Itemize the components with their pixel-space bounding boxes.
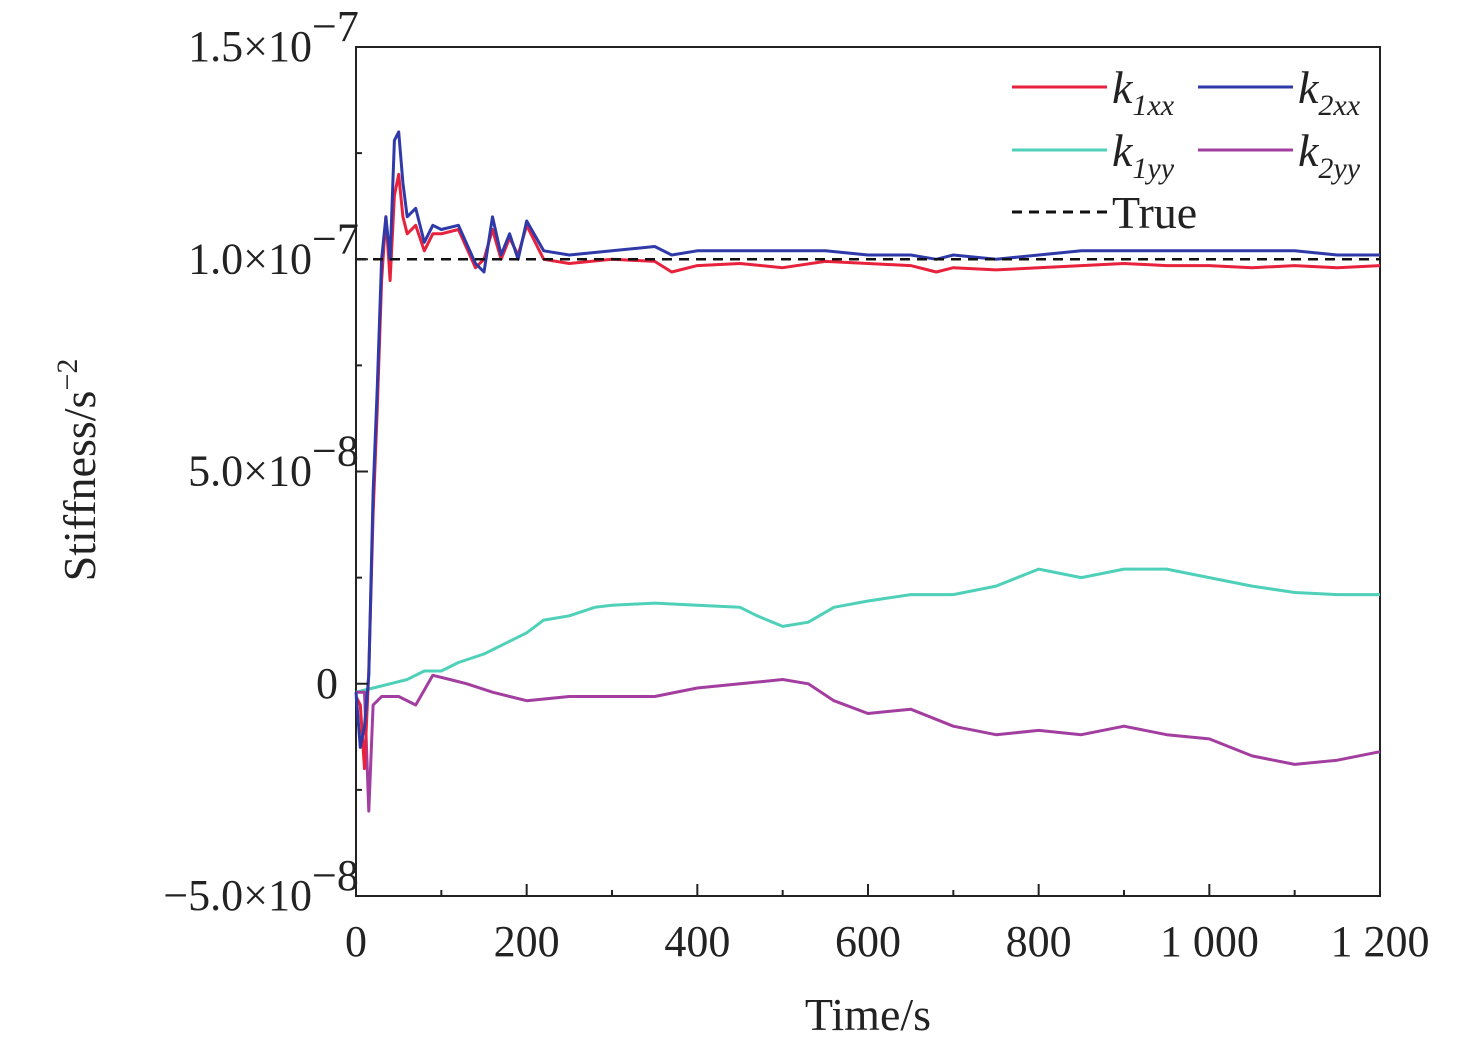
- series-line-k2yy: [356, 673, 1381, 813]
- x-axis-title: Time/s: [805, 989, 931, 1040]
- x-tick-label: 1 000: [1160, 917, 1259, 966]
- y-axis: −5.0×10 −805.0×10 −81.0×10 −71.5×10 −7: [163, 2, 368, 920]
- y-axis-title: Stiffness/s−2: [51, 359, 105, 582]
- x-tick-label: 400: [664, 917, 730, 966]
- x-tick-label: 800: [1006, 917, 1072, 966]
- y-tick-exponent: −8: [312, 427, 359, 476]
- legend-label-true: True: [1112, 187, 1197, 238]
- y-axis-title-main: Stiffness/s: [54, 391, 105, 582]
- legend: k1xx k2xx k1yy k2yy True: [1012, 62, 1361, 238]
- y-tick-label: 5.0×10: [188, 447, 312, 496]
- x-axis: 0 200 400 600 800 1 000 1 200: [345, 884, 1430, 966]
- legend-label-k2xx: k2xx: [1298, 62, 1361, 122]
- y-axis-title-sup: −2: [51, 359, 84, 391]
- y-tick-exponent: −8: [312, 851, 359, 900]
- x-tick-label: 1 200: [1331, 917, 1430, 966]
- y-tick-label: 0: [316, 659, 338, 708]
- series-layer: [354, 130, 1381, 813]
- y-tick-exponent: −7: [312, 214, 359, 263]
- x-tick-label: 600: [835, 917, 901, 966]
- y-tick-label: 1.5×10: [188, 22, 312, 71]
- series-line-k1xx: [354, 172, 1381, 771]
- x-tick-label: 200: [494, 917, 560, 966]
- legend-label-k1yy: k1yy: [1112, 125, 1175, 185]
- plot-frame: [355, 46, 1381, 897]
- y-tick-label: −5.0×10: [163, 871, 312, 920]
- series-line-k1yy: [355, 567, 1380, 694]
- x-tick-label: 0: [345, 917, 367, 966]
- series-line-k2xx: [354, 130, 1380, 749]
- legend-label-k1xx: k1xx: [1112, 62, 1175, 122]
- legend-label-k2yy: k2yy: [1298, 125, 1361, 185]
- y-tick-exponent: −7: [312, 2, 359, 51]
- y-tick-label: 1.0×10: [188, 234, 312, 283]
